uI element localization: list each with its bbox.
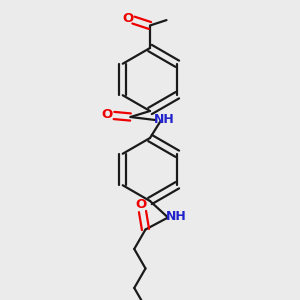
Text: NH: NH bbox=[154, 113, 175, 126]
Text: O: O bbox=[136, 198, 147, 211]
Text: O: O bbox=[122, 12, 134, 26]
Text: O: O bbox=[102, 108, 113, 122]
Text: NH: NH bbox=[166, 210, 187, 223]
